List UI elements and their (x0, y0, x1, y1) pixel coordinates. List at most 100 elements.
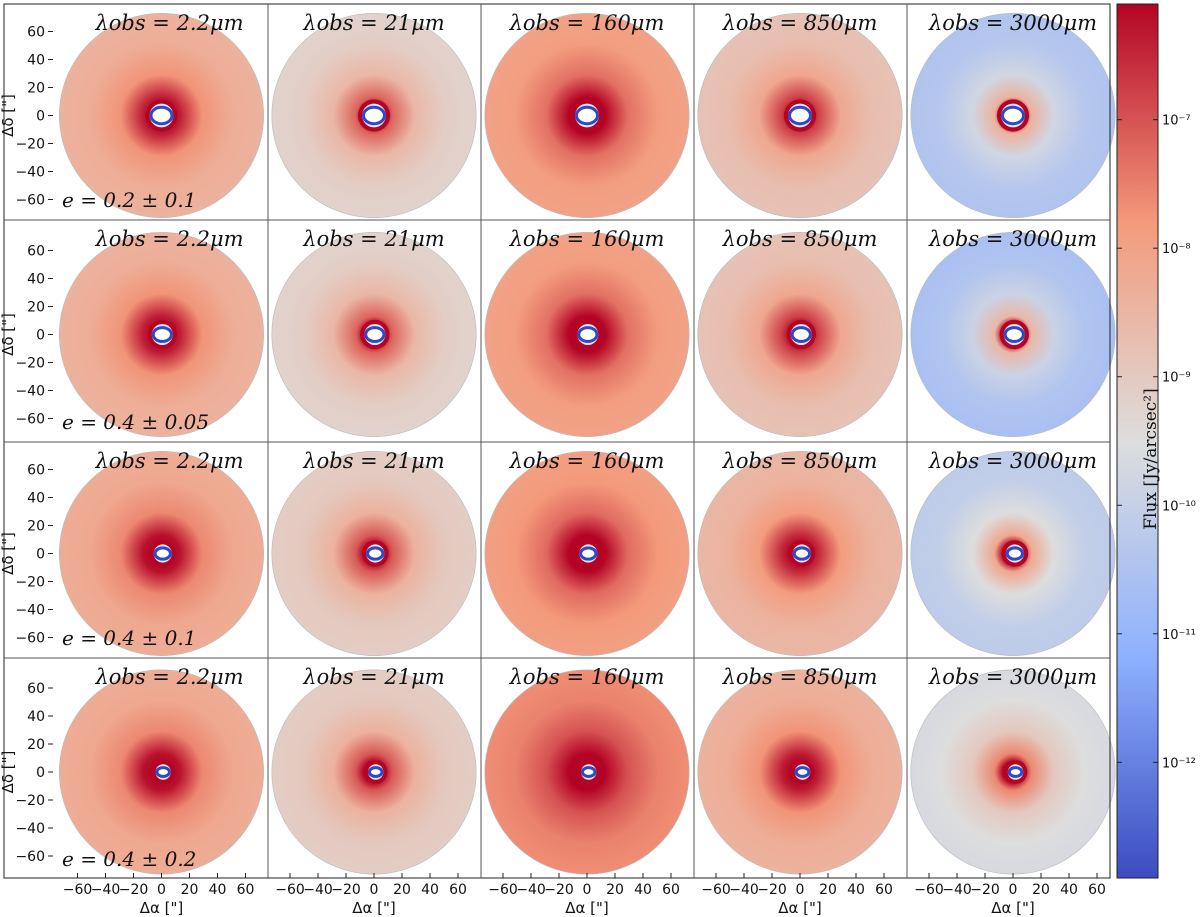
x-tick-label: −60 (488, 882, 518, 898)
panel-r1-c3: λobs = 850μm (697, 227, 903, 437)
x-tick-label: 20 (1032, 882, 1050, 898)
y-tick-label: 20 (27, 300, 45, 316)
y-tick-label: −60 (15, 193, 45, 209)
x-tick-label: −40 (729, 882, 759, 898)
panel-r3-c3: λobs = 850μm (697, 665, 903, 875)
y-tick-label: 0 (36, 109, 45, 125)
x-tick-label: 60 (875, 882, 893, 898)
panel-r2-c2: λobs = 160μm (484, 449, 690, 656)
y-tick-label: 40 (27, 53, 45, 69)
x-tick-label: −20 (119, 882, 149, 898)
central-cavity (362, 105, 386, 126)
y-tick-label: 20 (27, 519, 45, 535)
y-tick-label: −60 (15, 849, 45, 865)
x-tick-label: 0 (1009, 882, 1018, 898)
panel-r0-c0: λobs = 2.2μm e = 0.2 ± 0.1 (59, 11, 264, 218)
row-label: e = 0.4 ± 0.05 (62, 410, 209, 434)
panel-borders (3, 3, 1111, 879)
x-tick-label: 40 (421, 882, 439, 898)
y-tick-label: −40 (15, 603, 45, 619)
x-tick-label: −60 (701, 882, 731, 898)
central-cavity (1005, 546, 1025, 561)
panel-title: λobs = 850μm (722, 11, 878, 35)
panel-r0-c3: λobs = 850μm (697, 11, 903, 218)
y-tick-label: 0 (36, 328, 45, 344)
y-tick-label: 60 (27, 681, 45, 697)
x-tick-label: 20 (393, 882, 411, 898)
panel-title: λobs = 2.2μm (94, 665, 243, 689)
central-cavity (575, 105, 599, 126)
y-tick-label: 20 (27, 81, 45, 97)
y-tick-label: 40 (27, 709, 45, 725)
row-label: e = 0.2 ± 0.1 (62, 188, 196, 212)
x-axis-label: Δα ["] (352, 899, 396, 917)
panel-title: λobs = 160μm (509, 449, 665, 473)
y-axis-label: Δδ ["] (0, 94, 17, 137)
y-axis-label: Δδ ["] (0, 313, 17, 356)
y-tick-label: 40 (27, 491, 45, 507)
x-axis-label: Δα ["] (565, 899, 609, 917)
central-cavity (1007, 766, 1024, 778)
central-cavity (794, 766, 811, 778)
panel-grid: λobs = 2.2μm e = 0.2 ± 0.1 λobs = 21μm λobs… (3, 3, 1116, 879)
y-tick-label: 0 (36, 547, 45, 563)
panel-title: λobs = 21μm (302, 227, 444, 251)
y-tick-label: 60 (27, 244, 45, 260)
central-cavity (1001, 105, 1025, 126)
y-tick-label: 0 (36, 765, 45, 781)
x-tick-label: −20 (544, 882, 574, 898)
y-tick-label: 60 (27, 463, 45, 479)
panel-r1-c0: λobs = 2.2μm e = 0.4 ± 0.05 (59, 227, 264, 437)
panel-title: λobs = 850μm (722, 449, 878, 473)
x-tick-label: −40 (516, 882, 546, 898)
y-tick-label: −60 (15, 631, 45, 647)
panel-title: λobs = 21μm (302, 449, 444, 473)
panel-r1-c4: λobs = 3000μm (910, 227, 1116, 437)
x-tick-label: −40 (942, 882, 972, 898)
panel-r1-c2: λobs = 160μm (484, 227, 690, 437)
x-tick-label: 40 (847, 882, 865, 898)
panel-r0-c1: λobs = 21μm (271, 11, 477, 218)
panel-r3-c1: λobs = 21μm (271, 665, 477, 875)
panel-r2-c4: λobs = 3000μm (910, 449, 1116, 656)
colorbar-ticks: 10⁻⁷ 10⁻⁸ 10⁻⁹ 10⁻¹⁰ 10⁻¹¹ 10⁻¹² (1117, 114, 1196, 771)
central-cavity (790, 326, 812, 343)
panel-r2-c1: λobs = 21μm (271, 449, 477, 656)
central-cavity (364, 326, 386, 343)
central-cavity (579, 546, 598, 561)
panel-title: λobs = 3000μm (928, 11, 1097, 35)
central-cavity (153, 546, 172, 561)
central-cavity (1003, 326, 1025, 343)
x-tick-label: 20 (606, 882, 624, 898)
x-tick-label: 40 (209, 882, 227, 898)
panel-title: λobs = 2.2μm (94, 11, 243, 35)
panel-title: λobs = 2.2μm (94, 227, 243, 251)
x-tick-label: −60 (914, 882, 944, 898)
central-cavity (366, 546, 385, 561)
x-tick-label: −20 (757, 882, 787, 898)
x-tick-label: 0 (370, 882, 379, 898)
y-tick-label: −60 (15, 412, 45, 428)
y-axis-label: Δδ ["] (0, 532, 17, 575)
x-axis-label: Δα ["] (140, 899, 184, 917)
row-label: e = 0.4 ± 0.2 (62, 847, 196, 871)
colorbar-tick-label: 10⁻⁸ (1162, 242, 1191, 257)
x-tick-label: 40 (634, 882, 652, 898)
central-cavity (155, 766, 171, 778)
panel-title: λobs = 160μm (509, 665, 665, 689)
panel-title: λobs = 21μm (302, 11, 444, 35)
colorbar-tick-label: 10⁻⁷ (1162, 114, 1191, 129)
y-tick-label: −20 (15, 356, 45, 372)
panel-title: λobs = 3000μm (928, 449, 1097, 473)
x-tick-label: −40 (303, 882, 333, 898)
y-axis: 60 40 20 0 −20 −40 −60 Δδ ["] 60 40 20 0 −20 −40 −60 Δδ… (0, 25, 53, 865)
colorbar-tick-label: 10⁻¹¹ (1162, 628, 1196, 643)
colorbar-tick-label: 10⁻¹² (1162, 756, 1196, 771)
panel-r2-c0: λobs = 2.2μm e = 0.4 ± 0.1 (59, 449, 264, 656)
colorbar-gradient (1116, 3, 1159, 879)
y-tick-label: −40 (15, 384, 45, 400)
x-tick-label: −60 (63, 882, 93, 898)
x-tick-label: −40 (91, 882, 121, 898)
central-cavity (792, 546, 812, 561)
